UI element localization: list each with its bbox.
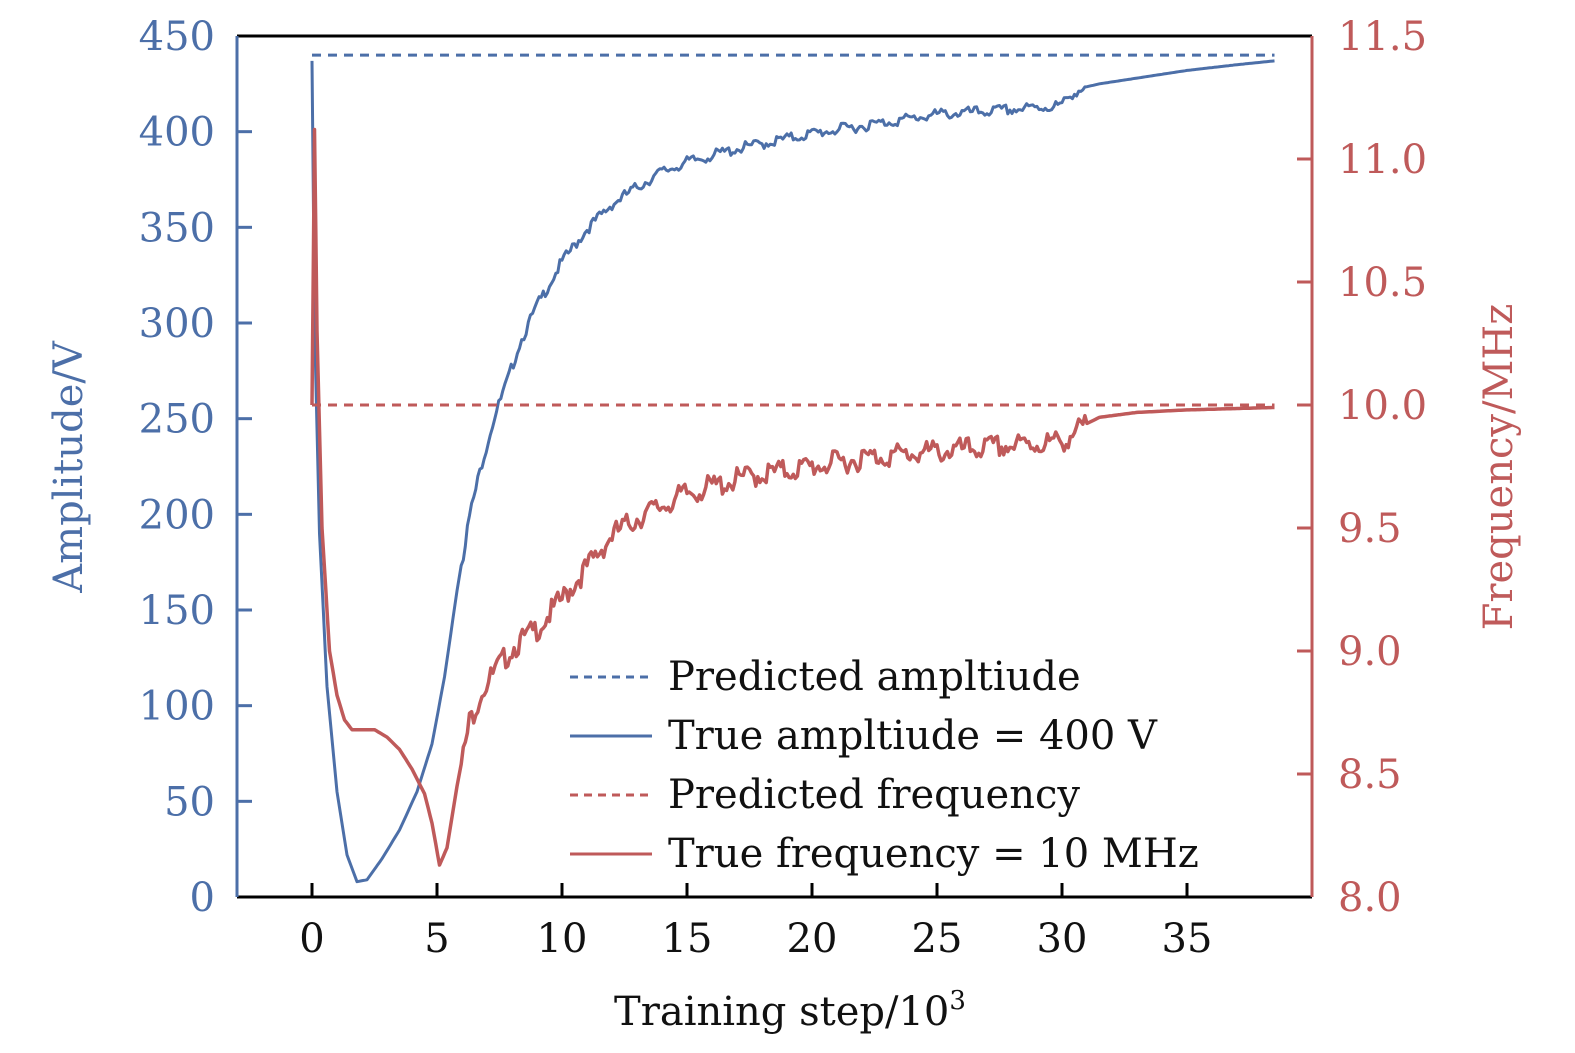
left-y-tick-label: 150	[139, 588, 215, 634]
legend-label-true-amplitude: True ampltiude = 400 V	[668, 713, 1158, 759]
left-y-tick-label: 300	[139, 301, 215, 347]
right-y-axis-ticks: 8.0 8.5 9.0 9.5 10.0 10.5 11.0 11.5	[1297, 14, 1427, 921]
right-y-axis-title: Frequency/MHz	[1476, 304, 1522, 631]
x-axis-title-superscript: 3	[949, 986, 966, 1016]
left-y-tick-label: 250	[139, 397, 215, 443]
legend-item-predicted-frequency: Predicted frequency	[570, 772, 1080, 818]
left-y-tick-label: 100	[139, 684, 215, 730]
legend: Predicted ampltiude True ampltiude = 400…	[570, 654, 1199, 877]
right-y-tick-label: 9.5	[1338, 506, 1402, 552]
x-tick-label: 35	[1162, 916, 1213, 962]
legend-label-predicted-frequency: Predicted frequency	[668, 772, 1080, 818]
x-tick-label: 10	[537, 916, 588, 962]
right-y-tick-label: 10.5	[1338, 260, 1427, 306]
x-tick-label: 5	[424, 916, 449, 962]
x-axis-title-text: Training step/10	[614, 989, 949, 1035]
x-tick-label: 25	[912, 916, 963, 962]
legend-label-predicted-amplitude: Predicted ampltiude	[668, 654, 1081, 700]
series-layer	[310, 53, 1275, 884]
left-y-tick-label: 400	[139, 110, 215, 156]
left-y-tick-label: 50	[164, 779, 215, 825]
legend-item-true-frequency: True frequency = 10 MHz	[570, 831, 1199, 877]
left-y-axis-ticks: 0 50 100 150 200 250 300 350 400 450	[139, 14, 252, 921]
x-axis-title: Training step/103	[614, 986, 966, 1035]
right-y-tick-label: 8.0	[1338, 875, 1402, 921]
x-tick-label: 30	[1037, 916, 1088, 962]
right-y-tick-label: 11.0	[1338, 137, 1427, 183]
right-y-tick-label: 9.0	[1338, 629, 1402, 675]
left-y-tick-label: 450	[139, 14, 215, 60]
x-tick-label: 20	[787, 916, 838, 962]
x-tick-label: 15	[662, 916, 713, 962]
legend-label-true-frequency: True frequency = 10 MHz	[668, 831, 1199, 877]
right-y-tick-label: 11.5	[1338, 14, 1427, 60]
left-y-axis-title: Amplitude/V	[46, 340, 92, 594]
right-y-tick-label: 8.5	[1338, 752, 1402, 798]
right-y-tick-label: 10.0	[1338, 383, 1427, 429]
left-y-tick-label: 350	[139, 205, 215, 251]
true-frequency-line	[310, 127, 1275, 867]
left-y-tick-label: 0	[190, 875, 215, 921]
legend-item-true-amplitude: True ampltiude = 400 V	[570, 713, 1158, 759]
true-amplitude-line	[310, 59, 1275, 884]
x-tick-label: 0	[299, 916, 324, 962]
left-y-tick-label: 200	[139, 492, 215, 538]
legend-item-predicted-amplitude: Predicted ampltiude	[570, 654, 1081, 700]
x-axis-ticks: 0 5 10 15 20 25 30 35	[299, 883, 1212, 962]
